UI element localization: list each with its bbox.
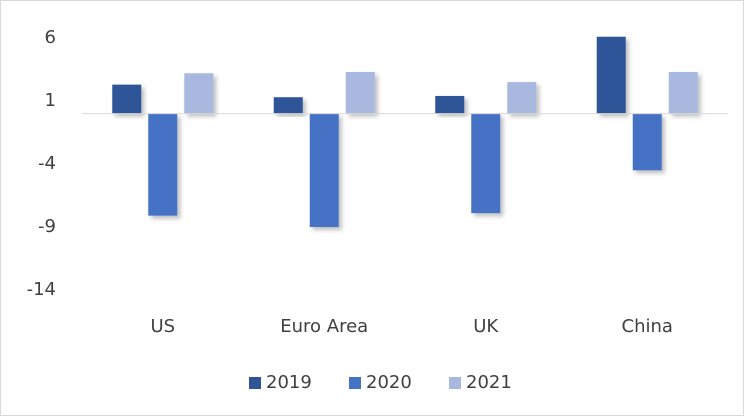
x-tick-label: Euro Area bbox=[280, 316, 368, 337]
bar bbox=[471, 113, 501, 214]
y-tick-label: -14 bbox=[27, 279, 56, 300]
bar bbox=[112, 84, 142, 114]
legend-label: 2020 bbox=[366, 372, 412, 393]
legend-label: 2021 bbox=[466, 372, 512, 393]
bar bbox=[507, 82, 537, 114]
bar bbox=[184, 73, 214, 114]
x-tick-label: US bbox=[150, 316, 175, 337]
y-tick-label: -9 bbox=[38, 216, 56, 237]
y-tick-label: 6 bbox=[45, 27, 56, 48]
bar bbox=[632, 113, 662, 171]
bar bbox=[668, 72, 698, 114]
legend-label: 2019 bbox=[266, 372, 312, 393]
bar bbox=[345, 72, 375, 114]
legend-swatch bbox=[449, 377, 461, 389]
x-tick-label: UK bbox=[473, 316, 499, 337]
bar bbox=[435, 95, 465, 114]
bar bbox=[309, 113, 339, 227]
legend-swatch bbox=[349, 377, 361, 389]
y-tick-label: -4 bbox=[38, 153, 56, 174]
bar bbox=[148, 113, 178, 216]
y-tick-label: 1 bbox=[45, 90, 56, 111]
x-tick-label: China bbox=[622, 316, 673, 337]
bar bbox=[273, 97, 303, 114]
legend-swatch bbox=[249, 377, 261, 389]
bar bbox=[596, 36, 626, 114]
